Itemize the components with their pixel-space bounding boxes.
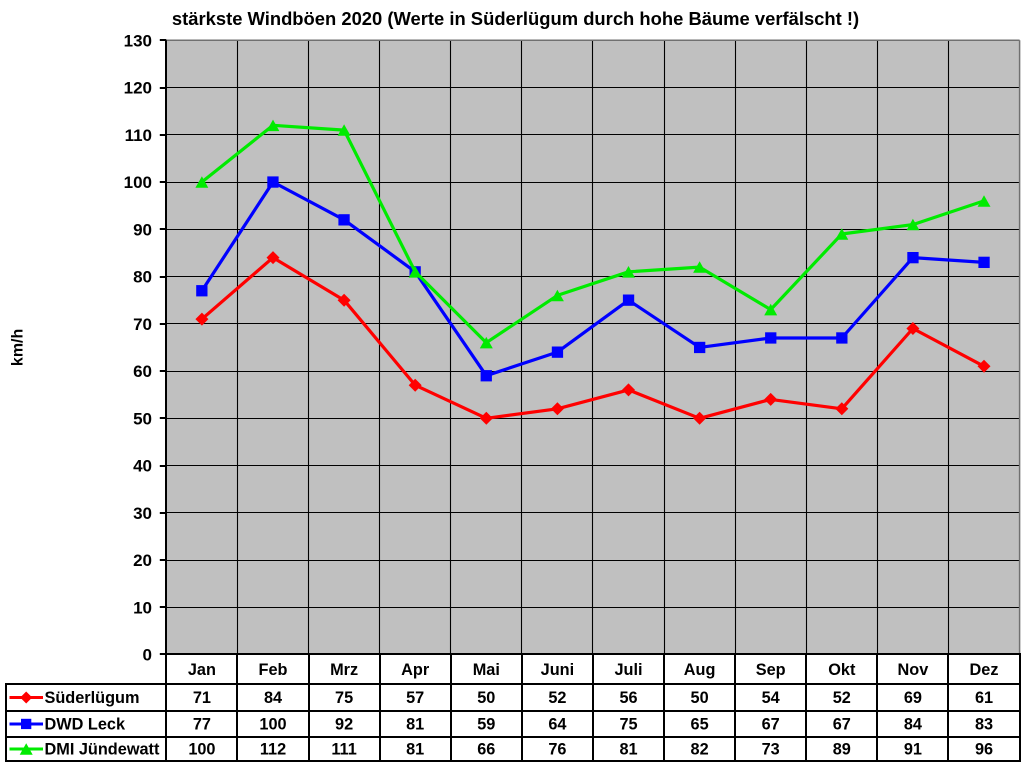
svg-text:59: 59: [477, 716, 495, 734]
svg-text:100: 100: [124, 173, 152, 192]
svg-text:91: 91: [904, 741, 922, 759]
svg-text:Juni: Juni: [541, 661, 574, 679]
svg-text:112: 112: [260, 741, 286, 759]
svg-text:89: 89: [833, 741, 851, 759]
svg-text:52: 52: [548, 689, 566, 707]
svg-text:Mai: Mai: [473, 661, 500, 679]
svg-text:84: 84: [904, 716, 922, 734]
svg-text:80: 80: [133, 268, 152, 287]
svg-text:96: 96: [975, 741, 993, 759]
svg-text:111: 111: [331, 741, 356, 759]
svg-text:stärkste Windböen 2020 (Werte: stärkste Windböen 2020 (Werte in Süderlü…: [172, 8, 859, 29]
svg-text:60: 60: [133, 362, 152, 381]
svg-text:81: 81: [406, 716, 424, 734]
svg-text:71: 71: [193, 689, 211, 707]
svg-text:Okt: Okt: [828, 661, 856, 679]
svg-text:Apr: Apr: [401, 661, 430, 679]
svg-text:92: 92: [335, 716, 353, 734]
svg-text:83: 83: [975, 716, 993, 734]
svg-text:67: 67: [762, 716, 780, 734]
svg-text:82: 82: [691, 741, 709, 759]
svg-text:100: 100: [188, 741, 215, 759]
svg-text:56: 56: [619, 689, 637, 707]
svg-text:81: 81: [406, 741, 424, 759]
svg-text:130: 130: [124, 31, 152, 50]
svg-text:69: 69: [904, 689, 922, 707]
svg-text:40: 40: [133, 457, 152, 476]
svg-text:50: 50: [691, 689, 709, 707]
svg-text:Süderlügum: Süderlügum: [45, 689, 140, 707]
svg-text:30: 30: [133, 504, 152, 523]
svg-text:100: 100: [259, 716, 286, 734]
svg-text:65: 65: [691, 716, 709, 734]
svg-text:DWD Leck: DWD Leck: [45, 716, 126, 734]
svg-text:Aug: Aug: [684, 661, 716, 679]
svg-text:Sep: Sep: [756, 661, 786, 679]
svg-text:84: 84: [264, 689, 282, 707]
svg-text:67: 67: [833, 716, 851, 734]
svg-text:54: 54: [762, 689, 780, 707]
svg-text:77: 77: [193, 716, 211, 734]
svg-text:Dez: Dez: [970, 661, 999, 679]
svg-text:Mrz: Mrz: [330, 661, 358, 679]
svg-text:81: 81: [619, 741, 637, 759]
svg-text:Feb: Feb: [259, 661, 288, 679]
svg-text:50: 50: [477, 689, 495, 707]
svg-text:10: 10: [133, 598, 152, 617]
svg-text:57: 57: [406, 689, 424, 707]
svg-text:61: 61: [975, 689, 993, 707]
svg-text:75: 75: [619, 716, 637, 734]
svg-text:Jan: Jan: [188, 661, 216, 679]
svg-text:76: 76: [548, 741, 566, 759]
svg-text:110: 110: [125, 126, 152, 145]
svg-text:90: 90: [133, 220, 152, 239]
svg-text:66: 66: [477, 741, 495, 759]
svg-text:75: 75: [335, 689, 353, 707]
svg-text:Juli: Juli: [614, 661, 642, 679]
svg-text:20: 20: [133, 551, 152, 570]
svg-text:0: 0: [143, 646, 152, 665]
svg-text:DMI Jündewatt: DMI Jündewatt: [45, 741, 160, 759]
svg-text:52: 52: [833, 689, 851, 707]
svg-text:50: 50: [133, 409, 152, 428]
svg-text:73: 73: [762, 741, 780, 759]
svg-text:120: 120: [124, 79, 152, 98]
svg-text:km/h: km/h: [10, 329, 27, 366]
svg-text:70: 70: [133, 315, 152, 334]
svg-text:Nov: Nov: [898, 661, 929, 679]
svg-text:64: 64: [548, 716, 566, 734]
